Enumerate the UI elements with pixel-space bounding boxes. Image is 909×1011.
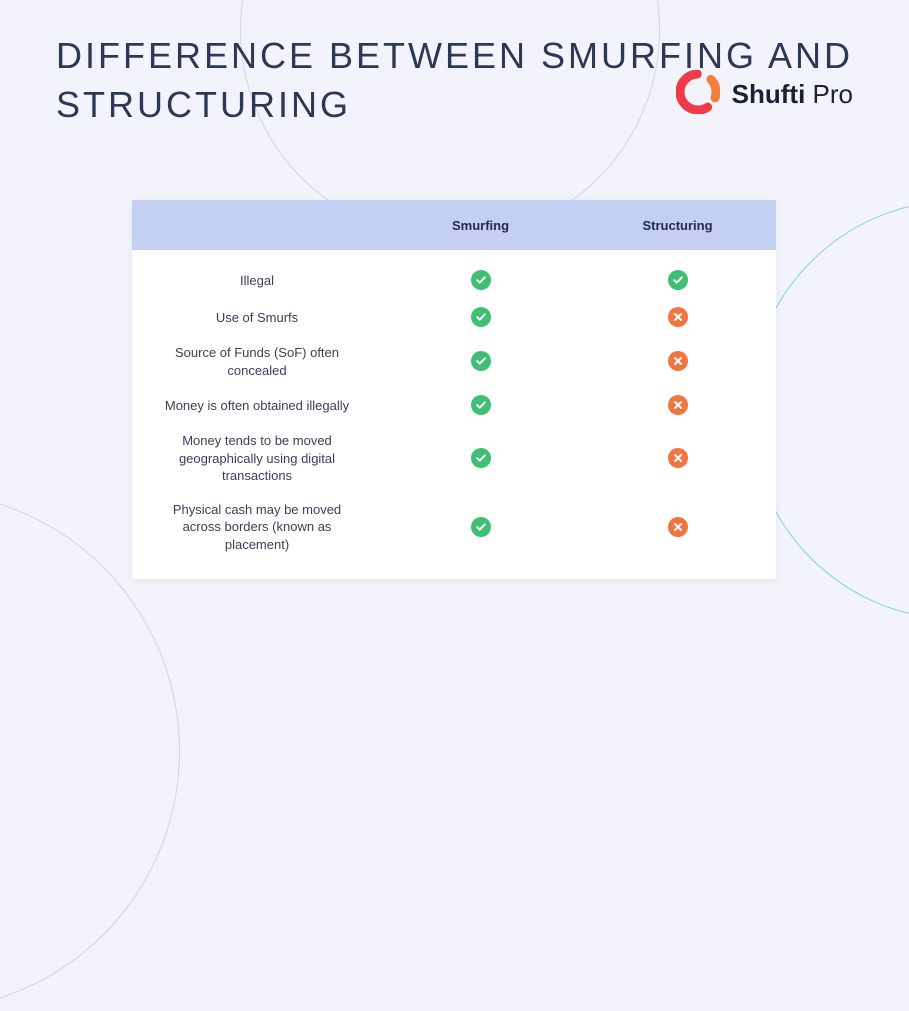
table-row: Illegal	[132, 262, 776, 299]
check-icon	[471, 395, 491, 415]
row-cell-smurfing	[382, 351, 579, 372]
row-cell-smurfing	[382, 448, 579, 469]
check-icon	[471, 307, 491, 327]
row-cell-smurfing	[382, 395, 579, 416]
row-label: Source of Funds (SoF) often concealed	[132, 344, 382, 379]
check-icon	[668, 270, 688, 290]
check-icon	[471, 448, 491, 468]
brand-logo: Shufti Pro	[676, 70, 853, 119]
row-label: Illegal	[132, 272, 382, 290]
cross-icon	[668, 307, 688, 327]
row-cell-smurfing	[382, 517, 579, 538]
table-header-structuring: Structuring	[579, 218, 776, 233]
cross-icon	[668, 395, 688, 415]
row-cell-structuring	[579, 270, 776, 291]
cross-icon	[668, 448, 688, 468]
table-header-smurfing: Smurfing	[382, 218, 579, 233]
row-cell-structuring	[579, 517, 776, 538]
table-row: Use of Smurfs	[132, 299, 776, 336]
brand-name-bold: Shufti	[732, 79, 806, 109]
row-label: Money tends to be moved geographically u…	[132, 432, 382, 485]
row-label: Physical cash may be moved across border…	[132, 501, 382, 554]
check-icon	[471, 270, 491, 290]
row-cell-structuring	[579, 351, 776, 372]
row-cell-smurfing	[382, 270, 579, 291]
table-row: Source of Funds (SoF) often concealed	[132, 336, 776, 387]
row-cell-smurfing	[382, 307, 579, 328]
brand-logo-icon	[676, 70, 720, 119]
table-row: Physical cash may be moved across border…	[132, 493, 776, 562]
brand-logo-text: Shufti Pro	[732, 79, 853, 110]
row-cell-structuring	[579, 448, 776, 469]
cross-icon	[668, 517, 688, 537]
row-cell-structuring	[579, 395, 776, 416]
table-header: Smurfing Structuring	[132, 200, 776, 250]
cross-icon	[668, 351, 688, 371]
table-body: Illegal Use of Smurfs Source of Funds (SoF…	[132, 250, 776, 579]
check-icon	[471, 517, 491, 537]
row-label: Use of Smurfs	[132, 309, 382, 327]
comparison-table: Smurfing Structuring Illegal Use of Smurf…	[132, 200, 776, 579]
brand-name-light: Pro	[805, 79, 853, 109]
row-cell-structuring	[579, 307, 776, 328]
table-row: Money tends to be moved geographically u…	[132, 424, 776, 493]
row-label: Money is often obtained illegally	[132, 397, 382, 415]
table-row: Money is often obtained illegally	[132, 387, 776, 424]
check-icon	[471, 351, 491, 371]
